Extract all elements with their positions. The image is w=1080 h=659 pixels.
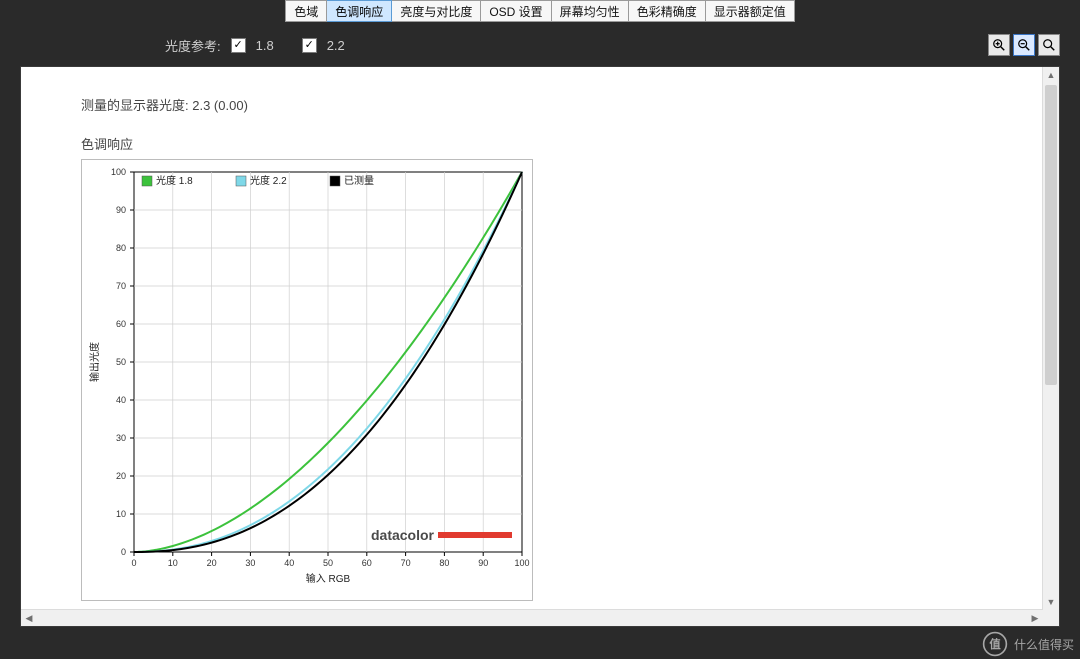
svg-text:80: 80 bbox=[439, 558, 449, 568]
tab-1[interactable]: 色调响应 bbox=[327, 0, 392, 22]
reference-toolbar: 光度参考: 1.8 2.2 bbox=[20, 30, 1060, 60]
zoom-reset-button[interactable] bbox=[1038, 34, 1060, 56]
content-panel: 测量的显示器光度: 2.3 (0.00) 色调响应 0 10 20 30 40 50 60 7… bbox=[20, 66, 1060, 627]
svg-text:40: 40 bbox=[284, 558, 294, 568]
svg-text:0: 0 bbox=[131, 558, 136, 568]
svg-text:100: 100 bbox=[514, 558, 529, 568]
svg-text:90: 90 bbox=[116, 205, 126, 215]
watermark: 值 什么值得买 bbox=[982, 631, 1074, 657]
ref-2-2-value: 2.2 bbox=[327, 38, 345, 53]
zoom-out-button[interactable] bbox=[1013, 34, 1035, 56]
ref-1-8-value: 1.8 bbox=[256, 38, 274, 53]
svg-text:100: 100 bbox=[111, 167, 126, 177]
ref-1-8-checkbox[interactable] bbox=[231, 38, 246, 53]
tab-3[interactable]: OSD 设置 bbox=[481, 0, 551, 22]
svg-text:0: 0 bbox=[121, 547, 126, 557]
tab-6[interactable]: 显示器额定值 bbox=[706, 0, 795, 22]
tab-0[interactable]: 色域 bbox=[285, 0, 327, 22]
svg-text:90: 90 bbox=[478, 558, 488, 568]
svg-text:输出光度: 输出光度 bbox=[88, 342, 101, 382]
svg-text:30: 30 bbox=[116, 433, 126, 443]
svg-text:30: 30 bbox=[245, 558, 255, 568]
scroll-left-arrow[interactable]: ◀ bbox=[21, 610, 37, 626]
svg-text:输入 RGB: 输入 RGB bbox=[306, 572, 351, 585]
tone-response-chart: 0 10 20 30 40 50 60 70 80 90 100 0 10 20 30 40 50 60 70 80 9… bbox=[81, 159, 533, 601]
tab-bar: 色域色调响应亮度与对比度OSD 设置屏幕均匀性色彩精确度显示器额定值 bbox=[0, 0, 1080, 22]
svg-text:20: 20 bbox=[207, 558, 217, 568]
svg-text:光度 2.2: 光度 2.2 bbox=[250, 174, 287, 187]
zoom-tools bbox=[988, 34, 1060, 56]
vertical-scroll-thumb[interactable] bbox=[1045, 85, 1057, 385]
watermark-text: 什么值得买 bbox=[1014, 636, 1074, 653]
svg-text:60: 60 bbox=[116, 319, 126, 329]
svg-text:值: 值 bbox=[989, 637, 1001, 651]
svg-text:10: 10 bbox=[116, 509, 126, 519]
svg-text:已测量: 已测量 bbox=[344, 174, 374, 187]
vertical-scrollbar[interactable]: ▲ ▼ bbox=[1042, 67, 1059, 610]
svg-text:50: 50 bbox=[323, 558, 333, 568]
scrollbar-corner bbox=[1043, 610, 1059, 626]
svg-text:datacolor: datacolor bbox=[371, 527, 435, 543]
svg-text:80: 80 bbox=[116, 243, 126, 253]
scroll-down-arrow[interactable]: ▼ bbox=[1043, 594, 1059, 610]
svg-text:10: 10 bbox=[168, 558, 178, 568]
tab-2[interactable]: 亮度与对比度 bbox=[392, 0, 481, 22]
svg-text:40: 40 bbox=[116, 395, 126, 405]
tab-4[interactable]: 屏幕均匀性 bbox=[552, 0, 629, 22]
measured-gamma-line: 测量的显示器光度: 2.3 (0.00) bbox=[81, 95, 1013, 114]
scroll-up-arrow[interactable]: ▲ bbox=[1043, 67, 1059, 83]
svg-text:70: 70 bbox=[401, 558, 411, 568]
horizontal-scrollbar[interactable]: ◀ ▶ bbox=[21, 609, 1043, 626]
ref-2-2-checkbox[interactable] bbox=[302, 38, 317, 53]
svg-text:50: 50 bbox=[116, 357, 126, 367]
svg-text:70: 70 bbox=[116, 281, 126, 291]
svg-text:光度 1.8: 光度 1.8 bbox=[156, 174, 193, 187]
svg-text:20: 20 bbox=[116, 471, 126, 481]
measured-gamma-value: 2.3 (0.00) bbox=[192, 98, 248, 113]
measured-gamma-label: 测量的显示器光度: bbox=[81, 98, 189, 113]
tab-5[interactable]: 色彩精确度 bbox=[629, 0, 706, 22]
zoom-in-button[interactable] bbox=[988, 34, 1010, 56]
reference-label: 光度参考: bbox=[165, 36, 221, 55]
svg-text:60: 60 bbox=[362, 558, 372, 568]
scroll-right-arrow[interactable]: ▶ bbox=[1027, 610, 1043, 626]
section-title: 色调响应 bbox=[81, 134, 1013, 153]
